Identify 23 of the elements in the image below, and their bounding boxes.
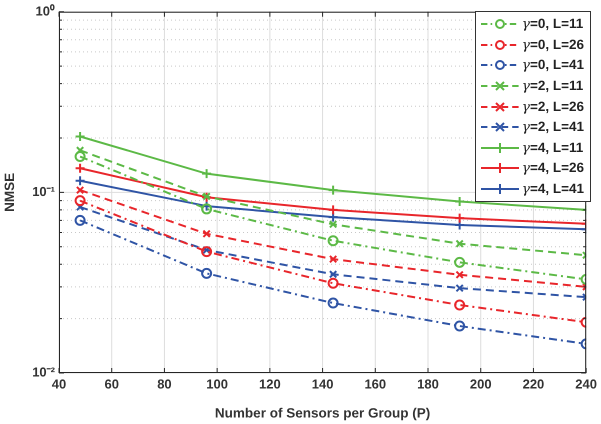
x-axis-title: Number of Sensors per Group (P) [214, 406, 430, 421]
legend-label: γ=4, L=26 [522, 160, 584, 176]
x-tick-label: 140 [312, 376, 334, 392]
legend-label: γ=4, L=11 [522, 140, 584, 156]
x-tick-label: 100 [206, 376, 228, 392]
y-tick-label: 10⁻¹ [32, 184, 55, 199]
legend-label: γ=2, L=11 [522, 78, 584, 94]
legend-label: γ=2, L=41 [522, 119, 584, 136]
legend-label: γ=0, L=26 [522, 36, 584, 53]
x-tick-label: 180 [417, 376, 439, 392]
y-axis-title: NMSE [2, 172, 17, 212]
legend-label: γ=2, L=26 [522, 98, 584, 115]
legend-label: γ=0, L=41 [522, 57, 584, 74]
legend-label: γ=4, L=41 [522, 181, 584, 198]
y-tick-label: 10⁰ [36, 3, 55, 18]
x-tick-label: 120 [259, 376, 281, 392]
x-tick-label: 160 [364, 376, 386, 392]
x-tick-label: 200 [470, 376, 492, 392]
x-tick-label: 80 [157, 376, 172, 392]
x-tick-label: 240 [575, 376, 598, 392]
x-tick-label: 220 [522, 376, 544, 392]
legend-label: γ=0, L=11 [522, 16, 584, 32]
x-tick-label: 60 [104, 376, 119, 392]
